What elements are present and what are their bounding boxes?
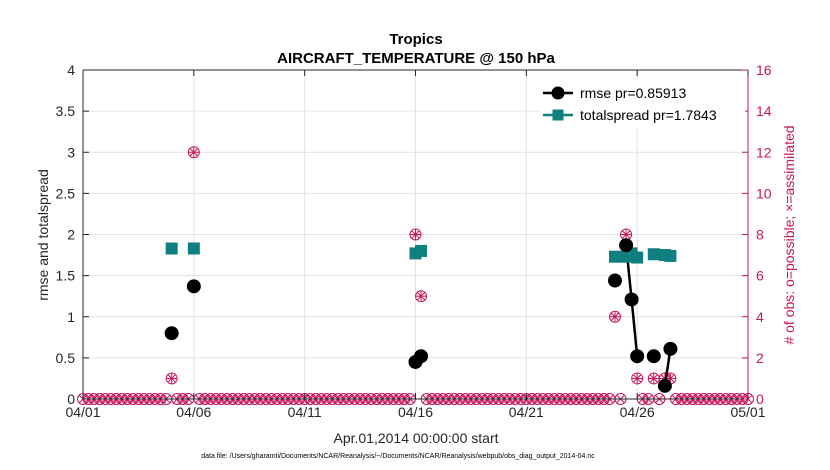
legend: rmse pr=0.85913 totalspread pr=1.7843: [540, 80, 745, 128]
x-tick-label-5: 04/26: [620, 404, 655, 420]
y2-tick-label-6: 12: [756, 144, 772, 160]
obs-assimilated-marker-96: [609, 311, 621, 323]
data-file-footnote: data file: /Users/gharamti/Documents/NCA…: [201, 453, 595, 460]
chart-subtitle: AIRCRAFT_TEMPERATURE @ 150 hPa: [277, 50, 555, 67]
x-tick-label-6: 05/01: [730, 404, 765, 420]
y-tick-label-3: 1.5: [56, 268, 76, 284]
totalspread-point-0: [165, 242, 178, 255]
x-tick-label-0: 04/01: [65, 404, 100, 420]
x-axis-label: Apr.01,2014 00:00:00 start: [333, 430, 498, 446]
y2-tick-label-4: 8: [756, 227, 764, 243]
obs-assimilated-marker-103: [648, 372, 660, 384]
rmse-point-0: [164, 326, 179, 341]
rmse-point-8: [630, 349, 645, 364]
obs-assimilated-marker-16: [166, 372, 178, 384]
legend-spread-label: totalspread pr=1.7843: [580, 107, 717, 123]
y-tick-label-2: 1: [67, 309, 75, 325]
rmse-point-5: [608, 273, 622, 288]
totalspread-point-3: [415, 244, 428, 257]
series-markers: [164, 238, 678, 393]
rmse-point-7: [624, 292, 639, 307]
y2-tick-label-8: 16: [756, 62, 772, 78]
y-tick-label-0: 0: [67, 391, 75, 407]
rmse-point-11: [657, 378, 672, 393]
y2-tick-label-5: 10: [756, 185, 772, 201]
y2-tick-label-0: 0: [756, 391, 764, 407]
totalspread-point-1: [187, 242, 200, 255]
y-tick-label-6: 3: [67, 144, 75, 160]
x-tick-label-1: 04/06: [176, 404, 211, 420]
y-tick-label-5: 2.5: [56, 185, 76, 201]
rmse-point-12: [663, 341, 678, 356]
legend-box: [540, 80, 745, 128]
y-tick-label-7: 3.5: [56, 103, 76, 119]
x-tick-label-3: 04/16: [398, 404, 433, 420]
legend-rmse-marker: [551, 86, 565, 100]
y2-tick-label-1: 2: [756, 350, 764, 366]
y2-axis-label: # of obs: o=possible; ×=assimilated: [781, 125, 797, 344]
y2-tick-label-2: 4: [756, 309, 764, 325]
legend-spread-marker: [552, 109, 564, 121]
y-tick-label-4: 2: [67, 227, 75, 243]
chart-title: Tropics: [389, 31, 442, 48]
legend-rmse-label: rmse pr=0.85913: [580, 85, 686, 101]
y-tick-label-8: 4: [67, 62, 75, 78]
obs-assimilated-marker-98: [620, 229, 632, 240]
totalspread-point-10: [664, 249, 677, 262]
rmse-point-4: [414, 349, 429, 364]
y2-tick-label-7: 14: [756, 103, 772, 119]
x-tick-label-4: 04/21: [509, 404, 544, 420]
obs-assimilated-marker-100: [631, 372, 643, 384]
y-axis-label: rmse and totalspread: [35, 169, 51, 301]
totalspread-point-7: [631, 251, 644, 264]
rmse-point-2: [186, 279, 201, 294]
y2-tick-label-3: 6: [756, 268, 764, 284]
rmse-point-10: [646, 349, 661, 364]
obs-assimilated-marker-60: [410, 229, 421, 240]
tick-labels: 04/01 04/06 04/11 04/16 04/21 04/26 05/0100.51…: [56, 62, 772, 420]
rmse-point-6: [619, 238, 634, 253]
x-tick-label-2: 04/11: [288, 404, 322, 420]
totalspread-point-8: [647, 248, 660, 261]
totalspread-point-4: [609, 250, 621, 263]
obs-assimilated-marker-20: [188, 146, 200, 158]
y-tick-label-1: 0.5: [56, 350, 76, 366]
obs-assimilated-marker-61: [415, 290, 427, 302]
axes: [82, 69, 749, 400]
